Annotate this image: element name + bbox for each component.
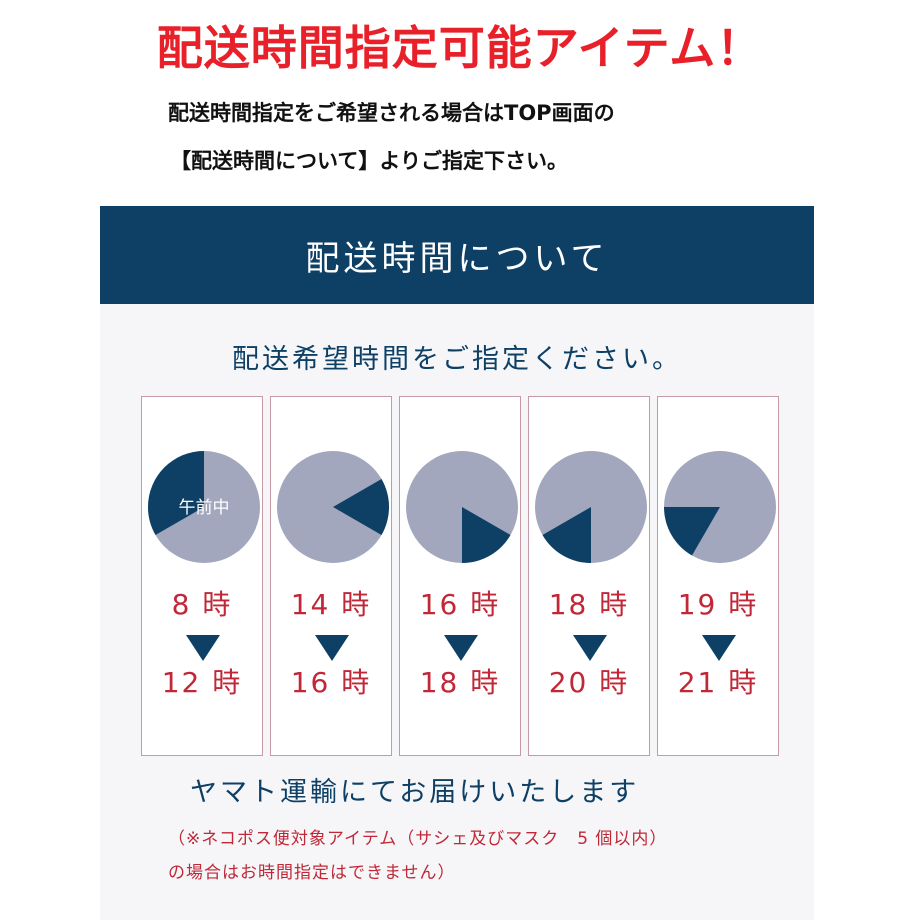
slot-to-time: 20 時 [548, 666, 630, 699]
down-arrow-icon [702, 635, 736, 661]
clock-18-20-icon [535, 451, 647, 563]
slot-from-time: 14 時 [290, 588, 372, 621]
slot-to-time: 12 時 [161, 666, 243, 699]
panel-title: 配送希望時間をご指定ください。 [232, 344, 682, 375]
clock-19-21-icon [664, 451, 776, 563]
slot-to-time: 18 時 [419, 666, 501, 699]
delivery-time-banner: 配送時間について [100, 206, 814, 304]
headline: 配送時間指定可能アイテム！ [156, 21, 764, 75]
slot-to-time: 16 時 [290, 666, 372, 699]
time-slot-18-20: 18 時 20 時 [528, 396, 650, 756]
clock-14-16-icon [277, 451, 389, 563]
banner-title: 配送時間について [305, 238, 609, 279]
slot-to-time: 21 時 [677, 666, 759, 699]
note-line-2: の場合はお時間指定はできません） [168, 863, 456, 883]
slot-from-time: 18 時 [548, 588, 630, 621]
subtitle-line-2: 【配送時間について】よりご指定下さい。 [170, 149, 568, 173]
yamato-delivery-text: ヤマト運輸にてお届けいたします [190, 777, 640, 808]
down-arrow-icon [186, 635, 220, 661]
time-slot-19-21: 19 時 21 時 [657, 396, 779, 756]
down-arrow-icon [444, 635, 478, 661]
time-slot-morning: 午前中 8 時 12 時 [141, 396, 263, 756]
slot-from-time: 8 時 [171, 588, 233, 621]
slot-from-time: 19 時 [677, 588, 759, 621]
clock-morning-icon: 午前中 [148, 451, 260, 563]
note-line-1: （※ネコポス便対象アイテム（サシェ及びマスク 5 個以内） [168, 829, 668, 849]
down-arrow-icon [573, 635, 607, 661]
subtitle-line-1: 配送時間指定をご希望される場合はTOP画面の [168, 101, 615, 125]
down-arrow-icon [315, 635, 349, 661]
clock-label: 午前中 [179, 498, 230, 518]
slot-from-time: 16 時 [419, 588, 501, 621]
time-slot-14-16: 14 時 16 時 [270, 396, 392, 756]
clock-16-18-icon [406, 451, 518, 563]
time-slot-16-18: 16 時 18 時 [399, 396, 521, 756]
